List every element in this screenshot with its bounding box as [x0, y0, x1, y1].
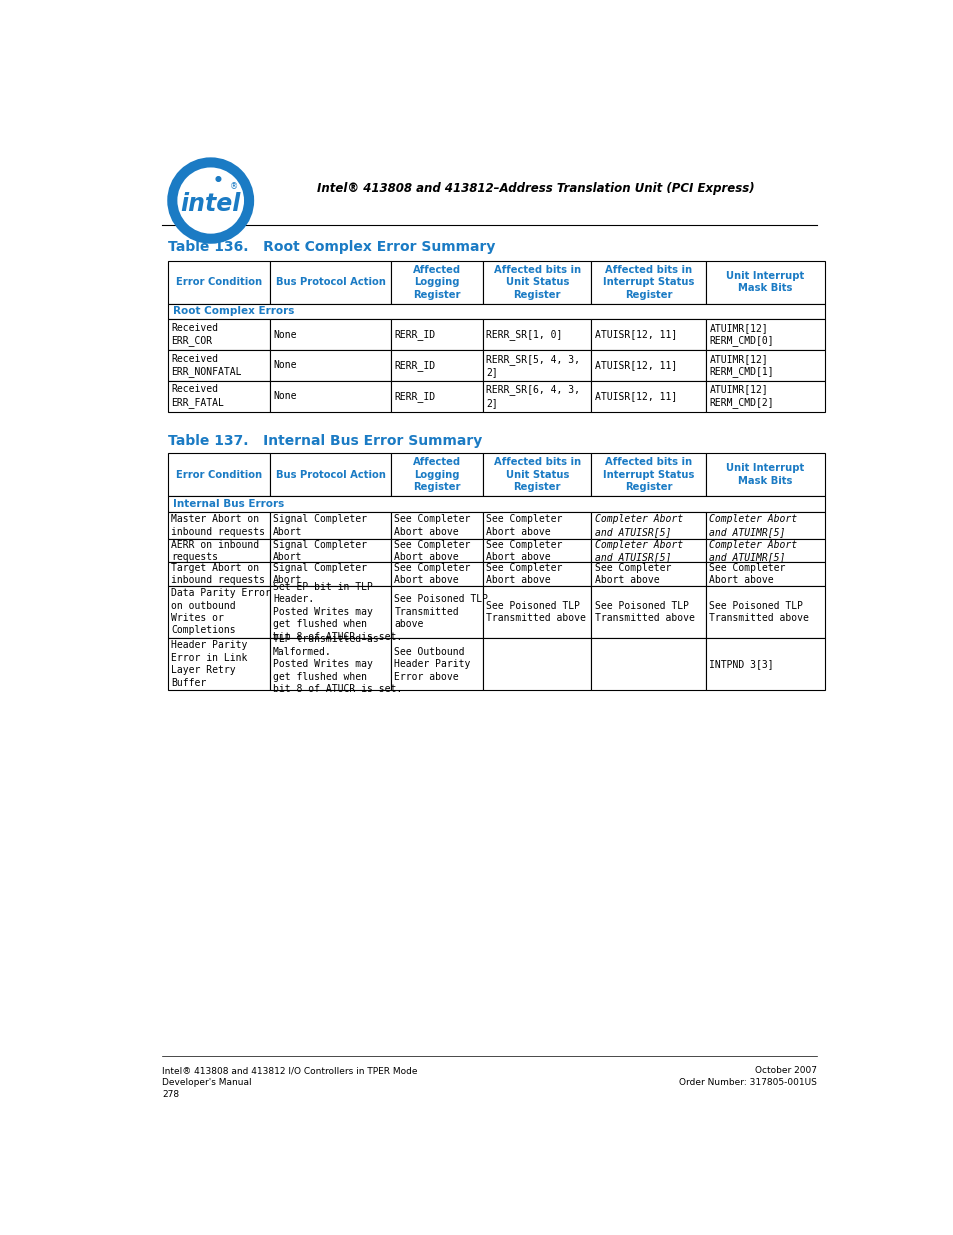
- Bar: [168, 319, 270, 350]
- Text: Received
ERR_NONFATAL: Received ERR_NONFATAL: [171, 353, 241, 377]
- Bar: [482, 540, 591, 562]
- Bar: [168, 350, 270, 380]
- Text: ATUISR[12, 11]: ATUISR[12, 11]: [594, 361, 676, 370]
- Bar: [391, 453, 482, 496]
- Bar: [591, 638, 705, 690]
- Text: Completer Abort
and ATUISR[5]: Completer Abort and ATUISR[5]: [594, 540, 682, 562]
- Text: TLP transmitted as
Malformed.
Posted Writes may
get flushed when
bit 8 of ATUCR : TLP transmitted as Malformed. Posted Wri…: [273, 635, 402, 694]
- Bar: [482, 562, 591, 585]
- Text: RERR_ID: RERR_ID: [394, 329, 435, 340]
- Text: Received
ERR_FATAL: Received ERR_FATAL: [171, 384, 224, 408]
- Text: Affected bits in
Interrupt Status
Register: Affected bits in Interrupt Status Regist…: [602, 264, 694, 300]
- Bar: [705, 511, 823, 540]
- Text: See Outbound
Header Parity
Error above: See Outbound Header Parity Error above: [394, 647, 470, 682]
- Text: Intel® 413808 and 413812 I/O Controllers in TPER Mode
Developer's Manual
278: Intel® 413808 and 413812 I/O Controllers…: [162, 1066, 417, 1099]
- Text: None: None: [273, 361, 296, 370]
- Bar: [270, 540, 391, 562]
- Bar: [391, 380, 482, 411]
- Bar: [591, 511, 705, 540]
- Text: INTPND 3[3]: INTPND 3[3]: [709, 659, 773, 669]
- Text: Set EP bit in TLP
Header.
Posted Writes may
get flushed when
bit 8 of ATUCR is s: Set EP bit in TLP Header. Posted Writes …: [273, 582, 402, 641]
- Bar: [270, 319, 391, 350]
- Text: Completer Abort
and ATUIMR[5]: Completer Abort and ATUIMR[5]: [709, 540, 797, 562]
- Bar: [168, 585, 270, 638]
- Text: AERR on inbound
requests: AERR on inbound requests: [171, 540, 259, 562]
- Bar: [591, 380, 705, 411]
- Text: Completer Abort
and ATUISR[5]: Completer Abort and ATUISR[5]: [594, 514, 682, 537]
- Bar: [705, 261, 823, 304]
- Text: See Poisoned TLP
Transmitted above: See Poisoned TLP Transmitted above: [594, 600, 694, 622]
- Text: Affected bits in
Unit Status
Register: Affected bits in Unit Status Register: [494, 457, 580, 492]
- Text: RERR_ID: RERR_ID: [394, 390, 435, 401]
- Text: Unit Interrupt
Mask Bits: Unit Interrupt Mask Bits: [725, 463, 803, 485]
- Bar: [270, 562, 391, 585]
- Bar: [270, 380, 391, 411]
- Bar: [270, 261, 391, 304]
- Circle shape: [216, 177, 220, 182]
- Text: Header Parity
Error in Link
Layer Retry
Buffer: Header Parity Error in Link Layer Retry …: [171, 641, 247, 688]
- Text: See Completer
Abort above: See Completer Abort above: [709, 563, 785, 585]
- Text: Affected
Logging
Register: Affected Logging Register: [413, 264, 461, 300]
- Text: October 2007
Order Number: 317805-001US: October 2007 Order Number: 317805-001US: [679, 1066, 816, 1087]
- Text: Error Condition: Error Condition: [175, 277, 262, 288]
- Text: Table 137.   Internal Bus Error Summary: Table 137. Internal Bus Error Summary: [168, 433, 482, 448]
- Text: See Completer
Abort above: See Completer Abort above: [486, 540, 562, 562]
- Bar: [482, 261, 591, 304]
- Text: Internal Bus Errors: Internal Bus Errors: [172, 499, 284, 509]
- Bar: [705, 453, 823, 496]
- Text: ATUISR[12, 11]: ATUISR[12, 11]: [594, 330, 676, 340]
- Bar: [482, 638, 591, 690]
- Text: Target Abort on
inbound requests: Target Abort on inbound requests: [171, 563, 265, 585]
- Text: Affected
Logging
Register: Affected Logging Register: [413, 457, 461, 492]
- Bar: [482, 453, 591, 496]
- Bar: [270, 585, 391, 638]
- Bar: [482, 380, 591, 411]
- Bar: [168, 261, 270, 304]
- Bar: [391, 562, 482, 585]
- Text: Signal Completer
Abort: Signal Completer Abort: [273, 540, 367, 562]
- Text: See Completer
Abort above: See Completer Abort above: [486, 563, 562, 585]
- Text: RERR_SR[1, 0]: RERR_SR[1, 0]: [486, 329, 562, 340]
- Circle shape: [177, 168, 244, 233]
- Text: Received
ERR_COR: Received ERR_COR: [171, 322, 218, 346]
- Bar: [270, 350, 391, 380]
- Bar: [168, 496, 823, 511]
- Text: Intel® 413808 and 413812–Address Translation Unit (PCI Express): Intel® 413808 and 413812–Address Transla…: [316, 182, 754, 195]
- Bar: [591, 350, 705, 380]
- Bar: [168, 540, 270, 562]
- Bar: [482, 350, 591, 380]
- Text: See Completer
Abort above: See Completer Abort above: [594, 563, 670, 585]
- Text: RERR_SR[6, 4, 3,
2]: RERR_SR[6, 4, 3, 2]: [486, 384, 579, 408]
- Bar: [168, 304, 823, 319]
- Bar: [168, 453, 270, 496]
- Text: Error Condition: Error Condition: [175, 469, 262, 479]
- Bar: [705, 350, 823, 380]
- Text: Bus Protocol Action: Bus Protocol Action: [275, 277, 385, 288]
- Bar: [705, 638, 823, 690]
- Text: See Poisoned TLP
Transmitted above: See Poisoned TLP Transmitted above: [486, 600, 585, 622]
- Bar: [591, 585, 705, 638]
- Bar: [391, 511, 482, 540]
- Text: Root Complex Errors: Root Complex Errors: [172, 306, 294, 316]
- Bar: [705, 562, 823, 585]
- Bar: [168, 562, 270, 585]
- Text: See Completer
Abort above: See Completer Abort above: [394, 540, 470, 562]
- Bar: [270, 638, 391, 690]
- Text: Data Parity Error
on outbound
Writes or
Completions: Data Parity Error on outbound Writes or …: [171, 588, 271, 635]
- Bar: [391, 638, 482, 690]
- Text: Unit Interrupt
Mask Bits: Unit Interrupt Mask Bits: [725, 270, 803, 294]
- Text: Signal Completer
Abort: Signal Completer Abort: [273, 514, 367, 537]
- Bar: [270, 453, 391, 496]
- Text: intel: intel: [180, 193, 241, 216]
- Text: ATUIMR[12]
RERM_CMD[1]: ATUIMR[12] RERM_CMD[1]: [709, 353, 773, 377]
- Text: RERR_ID: RERR_ID: [394, 359, 435, 370]
- Text: Affected bits in
Unit Status
Register: Affected bits in Unit Status Register: [494, 264, 580, 300]
- Bar: [705, 319, 823, 350]
- Text: See Poisoned TLP
Transmitted above: See Poisoned TLP Transmitted above: [709, 600, 808, 622]
- Text: ATUIMR[12]
RERM_CMD[0]: ATUIMR[12] RERM_CMD[0]: [709, 322, 773, 346]
- Bar: [482, 511, 591, 540]
- Bar: [168, 638, 270, 690]
- Text: None: None: [273, 330, 296, 340]
- Text: See Completer
Abort above: See Completer Abort above: [394, 563, 470, 585]
- Bar: [270, 511, 391, 540]
